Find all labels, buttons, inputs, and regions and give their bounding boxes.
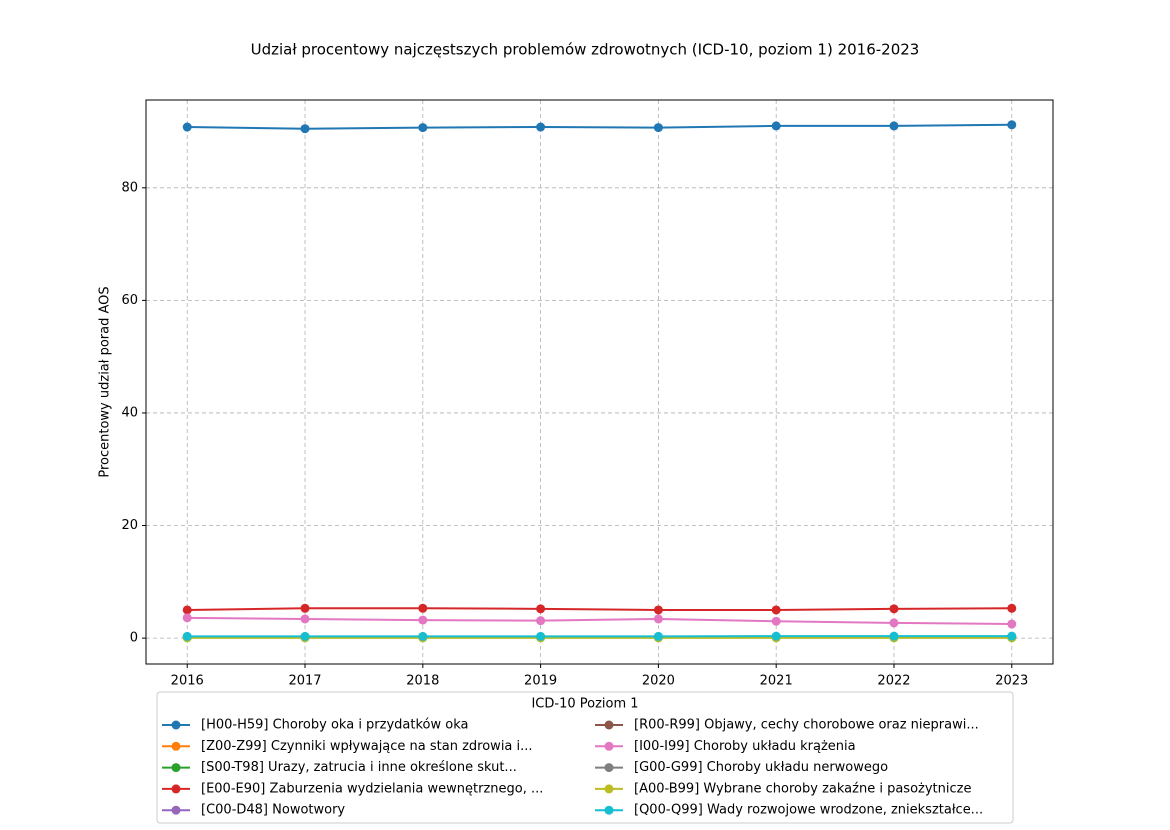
legend-label: [I00-I99] Choroby układu krążenia [634,739,856,754]
series-line [187,123,1012,130]
legend-label: [Z00-Z99] Czynniki wpływające na stan zd… [201,739,533,754]
series-line [187,607,1012,611]
data-point [889,618,899,628]
x-tick-label: 2021 [760,674,793,689]
data-point [653,123,663,133]
data-point [889,121,899,131]
x-tick-label: 2018 [406,674,439,689]
plot-frame [145,99,1054,665]
legend-label: [H00-H59] Choroby oka i przydatków oka [201,718,469,733]
x-tick-label: 2023 [995,674,1028,689]
legend-marker [171,805,181,815]
data-point [182,605,192,615]
series-line [187,616,1012,626]
data-point [418,603,428,613]
legend-frame [156,691,1014,824]
data-point [300,631,310,641]
data-point [418,123,428,133]
data-point [653,631,663,641]
y-tick-label: 20 [121,518,138,533]
legend-label: [G00-G99] Choroby układu nerwowego [634,760,888,775]
data-point [300,603,310,613]
data-point [536,616,546,626]
data-point [771,631,781,641]
data-point [1007,631,1017,641]
legend-label: [Q00-Q99] Wady rozwojowe wrodzone, zniek… [634,803,983,818]
legend-marker [171,763,181,773]
chart-title: Udział procentowy najczęstszych problemó… [251,41,920,59]
x-tick-label: 2016 [171,674,204,689]
legend-label: [E00-E90] Zaburzenia wydzielania wewnętr… [201,781,543,796]
data-point [771,616,781,626]
data-point [182,122,192,132]
x-tick-label: 2022 [877,674,910,689]
data-point [418,631,428,641]
data-point [536,631,546,641]
legend-label: [S00-T98] Urazy, zatrucia i inne określo… [201,760,517,775]
data-point [889,604,899,614]
y-tick-label: 40 [121,405,138,420]
legend-marker [604,720,614,730]
data-point [1007,120,1017,130]
data-point [653,614,663,624]
y-tick-label: 60 [121,293,138,308]
legend-label: [A00-B99] Wybrane choroby zakaźne i paso… [634,781,971,796]
data-point [889,631,899,641]
y-axis-label: Procentowy udział porad AOS [98,286,113,477]
y-tick-label: 80 [121,180,138,195]
data-point [771,605,781,615]
legend-marker [171,720,181,730]
y-tick-label: 0 [130,631,138,646]
data-point [771,121,781,131]
legend-marker [171,784,181,794]
x-tick-label: 2019 [524,674,557,689]
legend-label: [C00-D48] Nowotwory [201,803,345,818]
data-point [1007,619,1017,629]
legend-title: ICD-10 Poziom 1 [531,697,638,712]
data-point [653,605,663,615]
data-point [536,122,546,132]
legend: ICD-10 Poziom 1 [H00-H59] Choroby oka i p… [156,691,1014,824]
legend-marker [171,741,181,751]
legend-marker [604,784,614,794]
x-tick-label: 2017 [288,674,321,689]
legend-marker [604,805,614,815]
legend-marker [604,763,614,773]
data-point [536,604,546,614]
x-tick-label: 2020 [642,674,675,689]
legend-label: [R00-R99] Objawy, cechy chorobowe oraz n… [634,718,979,733]
data-point [182,631,192,641]
data-point [1007,603,1017,613]
data-point [300,614,310,624]
data-point [418,615,428,625]
data-point [182,613,192,623]
legend-marker [604,741,614,751]
data-point [300,124,310,134]
